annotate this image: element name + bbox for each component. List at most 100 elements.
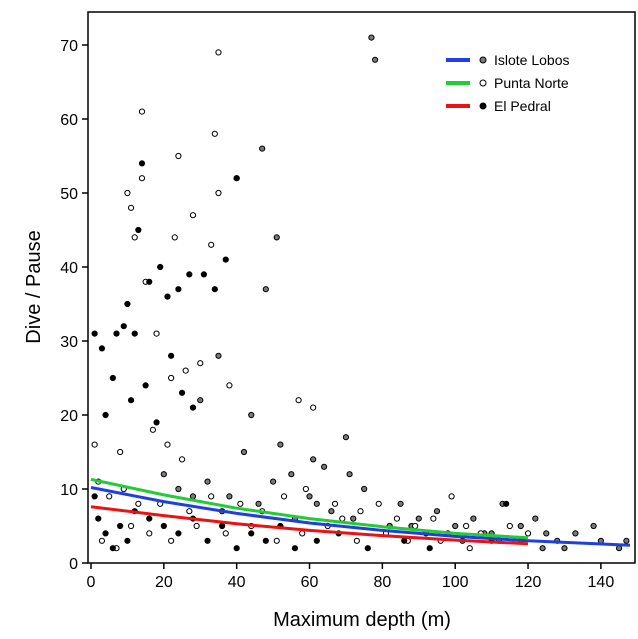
- trend-line: [90, 477, 529, 540]
- data-point: [273, 537, 280, 544]
- data-point: [262, 537, 269, 544]
- data-point: [215, 49, 222, 56]
- data-point: [109, 545, 116, 552]
- x-tick-label: 120: [515, 574, 542, 591]
- data-point: [532, 515, 539, 522]
- data-point: [517, 522, 524, 530]
- data-point: [368, 34, 375, 41]
- y-tick-label: 60: [60, 112, 78, 129]
- data-point: [219, 522, 226, 530]
- data-point: [339, 515, 346, 522]
- legend-marker: [479, 56, 487, 64]
- data-point: [543, 530, 550, 537]
- y-tick-label: 40: [60, 260, 78, 277]
- data-point: [426, 545, 433, 552]
- data-point: [186, 508, 193, 515]
- data-point: [401, 537, 408, 544]
- data-point: [175, 286, 182, 293]
- data-point: [280, 493, 288, 500]
- data-point: [120, 323, 127, 330]
- data-point: [361, 485, 368, 493]
- trend-line: [90, 505, 529, 546]
- data-point: [109, 374, 116, 382]
- data-point: [175, 530, 182, 537]
- data-point: [306, 493, 313, 500]
- data-point: [226, 493, 233, 500]
- data-point: [331, 500, 339, 507]
- legend-label: El Pedral: [494, 98, 551, 114]
- legend-marker: [479, 79, 487, 87]
- data-point: [503, 500, 510, 507]
- data-point: [320, 463, 328, 470]
- data-point: [106, 493, 113, 500]
- data-point: [117, 448, 124, 456]
- data-point: [233, 175, 240, 182]
- data-point: [127, 204, 135, 211]
- data-point: [375, 500, 382, 507]
- data-point: [302, 485, 309, 493]
- legend-label: Islote Lobos: [494, 52, 570, 68]
- y-axis-title: Dive / Pause: [23, 230, 45, 343]
- data-point: [204, 478, 211, 485]
- data-point: [168, 374, 175, 382]
- y-tick-label: 50: [60, 186, 78, 203]
- data-point: [157, 263, 164, 271]
- data-point: [364, 545, 371, 552]
- data-point: [189, 212, 197, 219]
- data-point: [215, 189, 222, 197]
- y-tick-label: 20: [60, 408, 78, 425]
- data-point: [572, 530, 579, 537]
- data-point: [353, 537, 360, 544]
- legend-marker: [479, 102, 487, 110]
- y-tick-label: 10: [60, 482, 78, 499]
- data-point: [248, 411, 255, 419]
- data-point: [127, 522, 135, 530]
- data-point: [524, 530, 532, 537]
- x-tick-label: 20: [155, 574, 173, 591]
- data-point: [506, 522, 513, 530]
- data-point: [197, 360, 204, 367]
- data-point: [124, 189, 131, 197]
- data-point: [200, 271, 208, 278]
- data-point: [357, 508, 364, 515]
- data-point: [204, 537, 211, 544]
- data-point: [189, 404, 197, 411]
- data-point: [623, 537, 630, 544]
- x-axis: 0 20 40 60 80 100 120 140: [87, 563, 614, 591]
- data-point: [288, 471, 295, 478]
- data-point: [135, 226, 142, 234]
- data-point: [131, 234, 138, 241]
- x-tick-label: 40: [228, 574, 246, 591]
- data-point: [222, 530, 229, 537]
- data-point: [138, 160, 146, 167]
- data-point: [226, 382, 233, 389]
- data-point: [149, 426, 157, 433]
- data-point: [153, 330, 160, 337]
- data-point: [397, 500, 404, 507]
- x-axis-title: Maximum depth (m): [273, 609, 451, 631]
- data-point: [138, 175, 146, 182]
- data-point: [412, 522, 419, 530]
- data-point: [590, 522, 597, 530]
- data-point: [135, 500, 142, 507]
- data-point: [138, 108, 146, 115]
- data-point: [240, 448, 248, 456]
- data-point: [346, 471, 353, 478]
- data-point: [291, 545, 299, 552]
- data-point: [95, 515, 102, 522]
- legend-label: Punta Norte: [494, 75, 569, 91]
- data-point: [350, 515, 357, 522]
- data-point: [98, 345, 106, 352]
- data-point: [215, 352, 222, 359]
- data-point: [98, 537, 106, 544]
- data-point: [146, 515, 153, 522]
- data-point: [171, 234, 178, 241]
- data-point: [342, 434, 350, 441]
- data-point: [299, 530, 306, 537]
- x-tick-label: 100: [442, 574, 469, 591]
- data-point: [160, 471, 167, 478]
- data-point: [371, 56, 379, 63]
- data-point: [430, 515, 437, 522]
- data-point: [448, 493, 455, 500]
